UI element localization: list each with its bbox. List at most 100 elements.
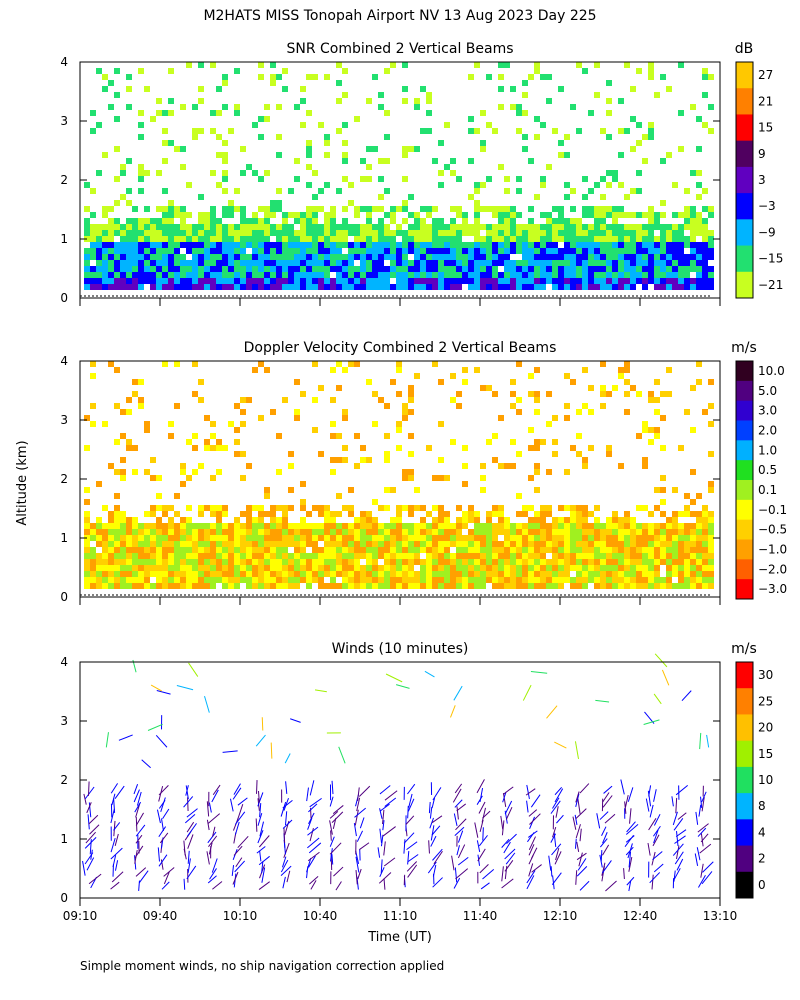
data-cell (588, 535, 594, 541)
data-cell (624, 523, 630, 529)
data-cell (558, 86, 564, 92)
data-cell (486, 547, 492, 553)
data-cell (216, 266, 222, 272)
data-cell (528, 242, 534, 248)
data-cell (636, 553, 642, 559)
data-cell (438, 523, 444, 529)
data-cell (480, 284, 486, 290)
data-cell (630, 541, 636, 547)
data-cell (306, 242, 312, 248)
data-cell (126, 445, 132, 451)
data-cell (576, 565, 582, 571)
data-cell (600, 529, 606, 535)
data-cell (588, 385, 594, 391)
data-cell (402, 242, 408, 248)
data-cell (90, 284, 96, 290)
data-cell (108, 541, 114, 547)
data-cell (480, 242, 486, 248)
wind-barb (675, 829, 687, 838)
wind-barb (623, 868, 625, 880)
data-cell (702, 278, 708, 284)
colorbar-tick-label: 0 (758, 878, 766, 892)
data-cell (192, 571, 198, 577)
data-cell (414, 98, 420, 104)
data-cell (570, 553, 576, 559)
data-cell (342, 122, 348, 128)
wind-barb (212, 881, 223, 890)
data-cell (120, 266, 126, 272)
data-cell (312, 553, 318, 559)
data-cell (606, 80, 612, 86)
data-cell (288, 523, 294, 529)
data-cell (432, 505, 438, 511)
data-cell (378, 284, 384, 290)
data-cell (648, 523, 654, 529)
data-cell (402, 403, 408, 409)
data-cell (90, 571, 96, 577)
data-cell (708, 128, 714, 134)
data-cell (396, 367, 402, 373)
data-cell (528, 391, 534, 397)
data-cell (492, 206, 498, 212)
data-cell (636, 559, 642, 565)
data-cell (546, 212, 552, 218)
data-cell (120, 194, 126, 200)
data-cell (456, 523, 462, 529)
data-cell (408, 559, 414, 565)
wind-barb (554, 741, 567, 749)
data-cell (696, 361, 702, 367)
data-cell (288, 266, 294, 272)
data-cell (294, 236, 300, 242)
data-cell (708, 487, 714, 493)
data-cell (486, 565, 492, 571)
data-cell (210, 266, 216, 272)
data-cell (510, 212, 516, 218)
data-cell (270, 62, 276, 68)
data-cell (606, 284, 612, 290)
data-cell (522, 242, 528, 248)
data-cell (558, 248, 564, 254)
data-cell (708, 421, 714, 427)
data-cell (282, 284, 288, 290)
data-cell (450, 248, 456, 254)
wind-barb (377, 847, 381, 858)
data-cell (468, 266, 474, 272)
data-cell (174, 212, 180, 218)
data-cell (174, 535, 180, 541)
data-cell (582, 571, 588, 577)
data-cell (624, 391, 630, 397)
data-cell (576, 254, 582, 260)
data-cell (210, 278, 216, 284)
data-cell (366, 254, 372, 260)
data-cell (324, 212, 330, 218)
data-cell (510, 278, 516, 284)
data-cell (408, 242, 414, 248)
data-cell (390, 272, 396, 278)
data-cell (234, 104, 240, 110)
wind-barb (431, 815, 443, 824)
wind-barb (502, 792, 507, 807)
data-cell (252, 266, 258, 272)
data-cell (102, 565, 108, 571)
data-cell (534, 242, 540, 248)
data-cell (198, 98, 204, 104)
wind-barb (185, 785, 189, 800)
data-cell (540, 272, 546, 278)
data-cell (84, 248, 90, 254)
data-cell (504, 272, 510, 278)
data-cell (276, 224, 282, 230)
data-cell (480, 565, 486, 571)
data-cell (162, 577, 168, 583)
data-cell (312, 260, 318, 266)
data-cell (534, 523, 540, 529)
data-cell (564, 535, 570, 541)
data-cell (606, 517, 612, 523)
data-cell (654, 523, 660, 529)
data-cell (450, 565, 456, 571)
data-cell (372, 547, 378, 553)
data-cell (204, 559, 210, 565)
data-cell (234, 427, 240, 433)
data-cell (360, 523, 366, 529)
data-cell (498, 415, 504, 421)
wind-barb (546, 705, 558, 719)
